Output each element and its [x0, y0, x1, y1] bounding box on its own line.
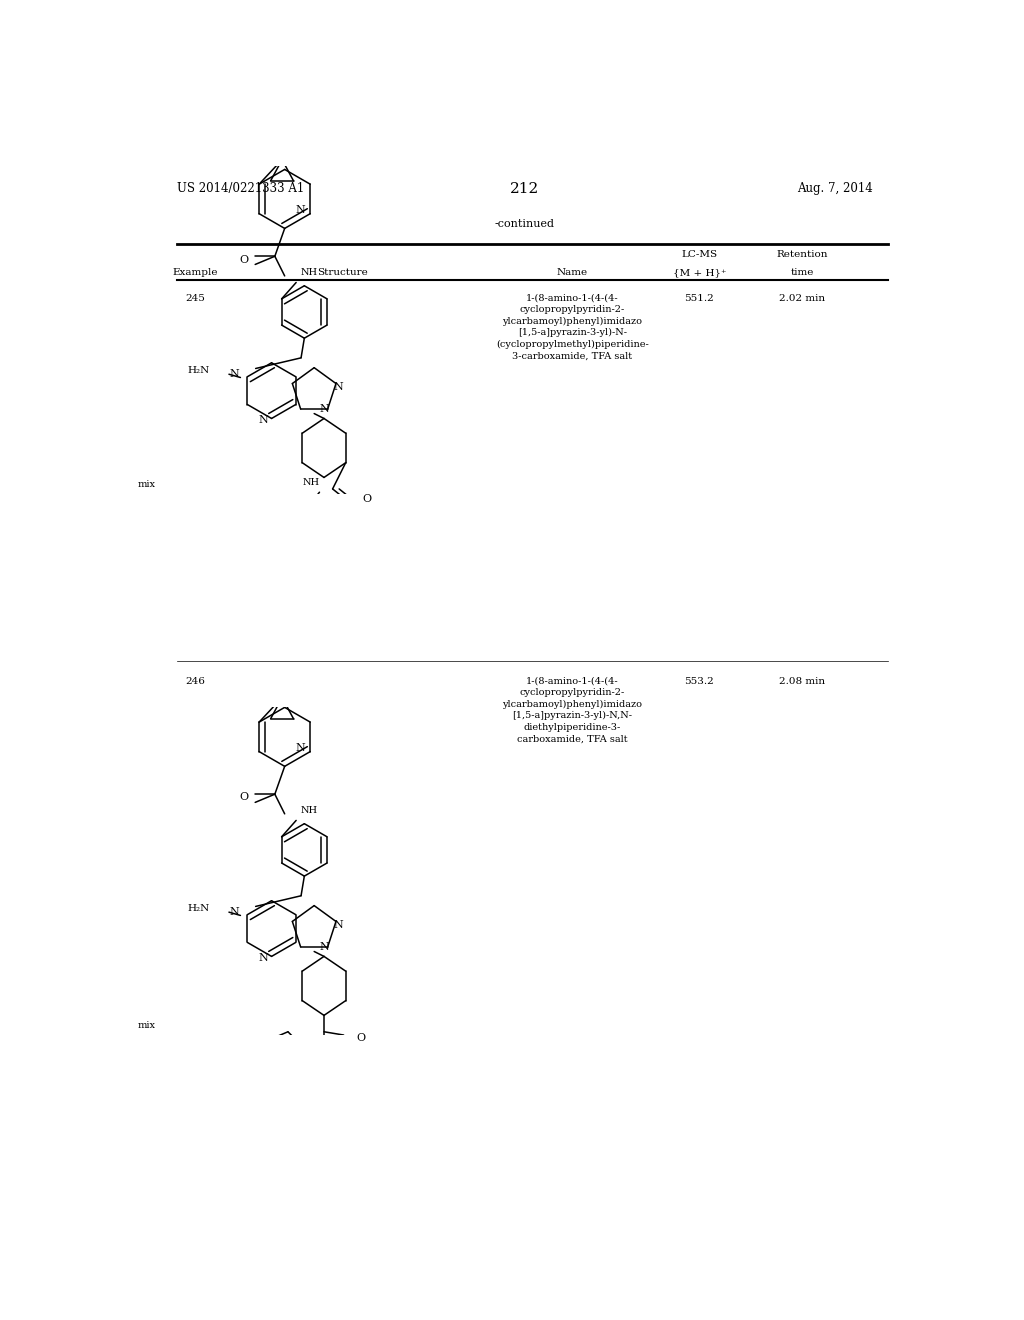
Text: 245: 245 — [185, 293, 206, 302]
Text: 1-(8-amino-1-(4-(4-
cyclopropylpyridin-2-
ylcarbamoyl)phenyl)imidazo
[1,5-a]pyra: 1-(8-amino-1-(4-(4- cyclopropylpyridin-2… — [503, 677, 642, 743]
Text: N: N — [319, 404, 329, 413]
Text: 551.2: 551.2 — [684, 293, 715, 302]
Text: LC-MS: LC-MS — [681, 249, 718, 259]
Text: Name: Name — [557, 268, 588, 277]
Text: O: O — [362, 494, 372, 504]
Text: H₂N: H₂N — [187, 904, 209, 913]
Text: N: N — [296, 206, 305, 215]
Text: N: N — [334, 383, 344, 392]
Text: 1-(8-amino-1-(4-(4-
cyclopropylpyridin-2-
ylcarbamoyl)phenyl)imidazo
[1,5-a]pyra: 1-(8-amino-1-(4-(4- cyclopropylpyridin-2… — [496, 293, 649, 360]
Text: US 2014/0221333 A1: US 2014/0221333 A1 — [177, 182, 304, 195]
Text: 246: 246 — [185, 677, 206, 686]
Text: N: N — [334, 920, 344, 931]
Text: 2.02 min: 2.02 min — [779, 293, 825, 302]
Text: NH: NH — [301, 268, 318, 277]
Text: Retention: Retention — [777, 249, 828, 259]
Text: -continued: -continued — [495, 219, 555, 230]
Text: Example: Example — [173, 268, 218, 277]
Text: 212: 212 — [510, 182, 540, 195]
Text: N: N — [258, 953, 268, 964]
Text: H₂N: H₂N — [187, 367, 209, 375]
Text: NH: NH — [301, 807, 318, 814]
Text: mix: mix — [137, 479, 156, 488]
Text: Structure: Structure — [316, 268, 368, 277]
Text: NH: NH — [302, 478, 319, 487]
Text: O: O — [240, 255, 248, 264]
Text: N: N — [229, 370, 239, 379]
Text: time: time — [791, 268, 814, 277]
Text: N: N — [258, 414, 268, 425]
Text: Aug. 7, 2014: Aug. 7, 2014 — [797, 182, 872, 195]
Text: 2.08 min: 2.08 min — [779, 677, 825, 686]
Text: N: N — [229, 907, 239, 917]
Text: N: N — [319, 941, 329, 952]
Text: O: O — [356, 1034, 366, 1043]
Text: {M + H}⁺: {M + H}⁺ — [673, 268, 726, 277]
Text: 553.2: 553.2 — [684, 677, 715, 686]
Text: mix: mix — [137, 1020, 156, 1030]
Text: O: O — [240, 792, 248, 803]
Text: N: N — [296, 743, 305, 754]
